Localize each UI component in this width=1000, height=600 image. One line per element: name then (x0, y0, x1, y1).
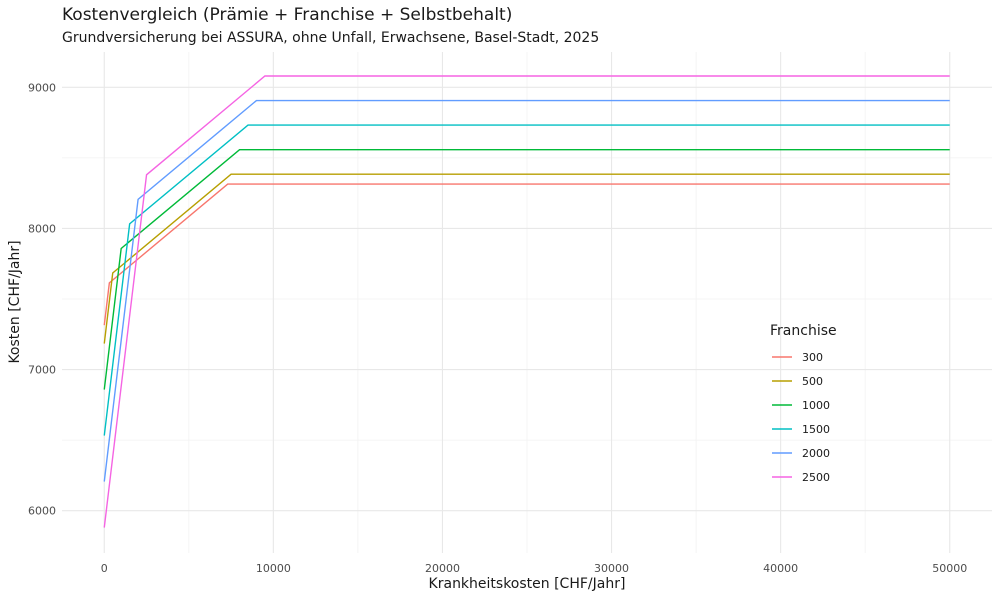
y-tick-label: 9000 (28, 81, 56, 94)
series-line-2500 (103, 75, 950, 528)
legend-label-2000: 2000 (802, 447, 830, 460)
legend-label-1000: 1000 (802, 399, 830, 412)
x-tick-label: 20000 (425, 562, 460, 575)
series-line-500 (103, 173, 950, 344)
y-tick-label: 8000 (28, 222, 56, 235)
legend-label-2500: 2500 (802, 471, 830, 484)
y-tick-labels: 6000 7000 8000 9000 (28, 81, 56, 517)
legend-title: Franchise (770, 323, 837, 339)
series-line-2000 (103, 99, 950, 482)
x-tick-label: 40000 (763, 562, 798, 575)
legend-label-500: 500 (802, 375, 823, 388)
series-line-300 (103, 183, 950, 326)
series-line-1000 (103, 148, 950, 390)
legend-items: 300 500 1000 1500 2000 2500 (772, 351, 830, 484)
series-lines (103, 75, 950, 528)
x-tick-label: 0 (101, 562, 108, 575)
x-axis-title: Krankheitskosten [CHF/Jahr] (429, 576, 626, 592)
legend-label-300: 300 (802, 351, 823, 364)
x-tick-label: 10000 (256, 562, 291, 575)
chart-title: Kostenvergleich (Prämie + Franchise + Se… (62, 5, 513, 25)
y-tick-label: 6000 (28, 505, 56, 518)
legend-label-1500: 1500 (802, 423, 830, 436)
x-tick-label: 50000 (932, 562, 967, 575)
y-tick-label: 7000 (28, 364, 56, 377)
x-tick-label: 30000 (594, 562, 629, 575)
x-tick-labels: 0 10000 20000 30000 40000 50000 (101, 562, 967, 575)
y-axis-title: Kosten [CHF/Jahr] (7, 240, 23, 363)
series-line-1500 (103, 124, 950, 436)
major-gridlines (62, 52, 992, 553)
minor-gridlines (62, 52, 992, 553)
legend: Franchise 300 500 1000 1500 2000 2500 (770, 323, 837, 484)
chart-subtitle: Grundversicherung bei ASSURA, ohne Unfal… (62, 30, 600, 46)
